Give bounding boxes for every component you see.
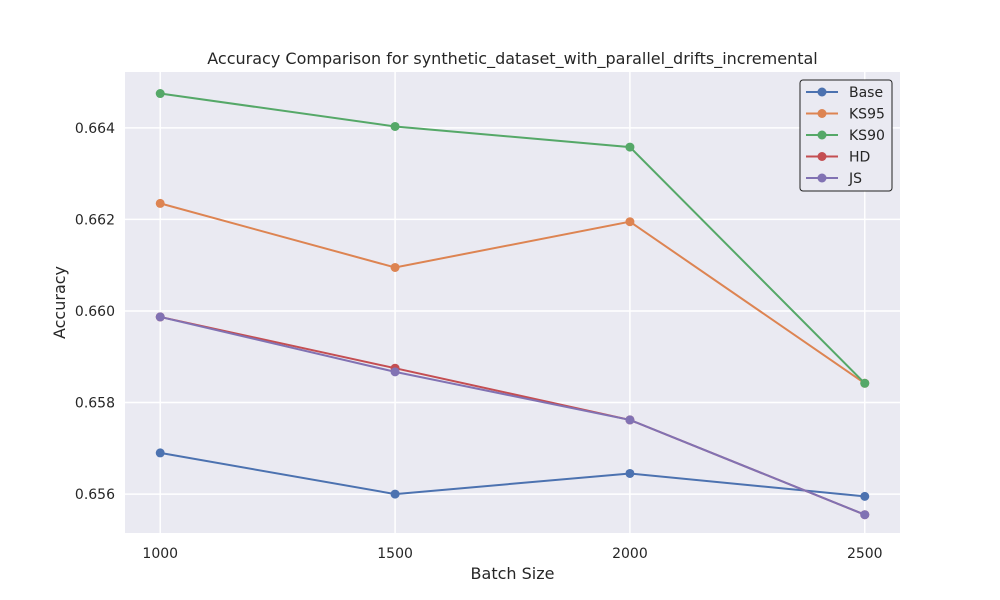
legend-box xyxy=(799,79,893,192)
legend-marker xyxy=(817,87,827,97)
series-line xyxy=(160,451,865,498)
x-tick-label: 1000 xyxy=(142,546,178,562)
legend-label: KS95 xyxy=(849,107,885,123)
legend-item-hd: HD xyxy=(806,150,870,166)
series-layer xyxy=(155,89,870,520)
data-point xyxy=(625,468,635,478)
series-line xyxy=(159,315,866,516)
data-point xyxy=(390,367,400,377)
legend-marker xyxy=(817,130,827,140)
legend-item-ks90: KS90 xyxy=(806,128,885,144)
series-line xyxy=(160,92,866,385)
legend-marker xyxy=(817,173,827,183)
data-point xyxy=(860,510,870,520)
legend-marker xyxy=(817,152,827,161)
data-point xyxy=(860,491,870,501)
y-tick-label: 0.656 xyxy=(75,487,115,503)
data-point xyxy=(625,142,635,152)
series-js xyxy=(155,312,870,520)
data-point xyxy=(625,217,635,227)
legend-marker xyxy=(817,109,827,118)
legend-label: Base xyxy=(849,85,883,101)
data-point xyxy=(155,312,165,322)
tick-labels: 1000 1500 2000 2500 0.656 0.658 0.660 0.662 0.66… xyxy=(75,121,883,562)
data-point xyxy=(390,262,400,272)
series-ks90 xyxy=(155,89,870,388)
y-tick-label: 0.658 xyxy=(75,396,115,412)
plot-area xyxy=(125,72,900,533)
data-point xyxy=(625,415,635,425)
data-point xyxy=(155,448,165,458)
legend-label: JS xyxy=(848,171,862,187)
data-point xyxy=(155,89,165,99)
y-tick-label: 0.662 xyxy=(75,212,115,228)
y-axis-label: Accuracy xyxy=(50,266,69,339)
grid-lines xyxy=(125,72,900,533)
legend-label: KS90 xyxy=(849,128,885,144)
series-line xyxy=(159,202,866,385)
x-tick-label: 2500 xyxy=(847,546,883,562)
x-tick-label: 1500 xyxy=(377,546,413,562)
legend-item-ks95: KS95 xyxy=(806,107,885,123)
legend-item-base: Base xyxy=(806,85,883,101)
legend-label: HD xyxy=(849,150,870,166)
chart-title: Accuracy Comparison for synthetic_datase… xyxy=(207,49,817,69)
data-point xyxy=(860,378,870,388)
legend: Base KS95 KS90 HD JS xyxy=(799,79,893,192)
data-point xyxy=(390,489,400,499)
y-tick-label: 0.664 xyxy=(75,121,115,137)
x-axis-label: Batch Size xyxy=(471,564,555,583)
data-point xyxy=(155,198,165,208)
y-tick-label: 0.660 xyxy=(75,304,115,320)
series-base xyxy=(155,448,870,501)
data-point xyxy=(390,121,400,131)
x-tick-label: 2000 xyxy=(612,546,648,562)
legend-item-js: JS xyxy=(806,171,862,187)
